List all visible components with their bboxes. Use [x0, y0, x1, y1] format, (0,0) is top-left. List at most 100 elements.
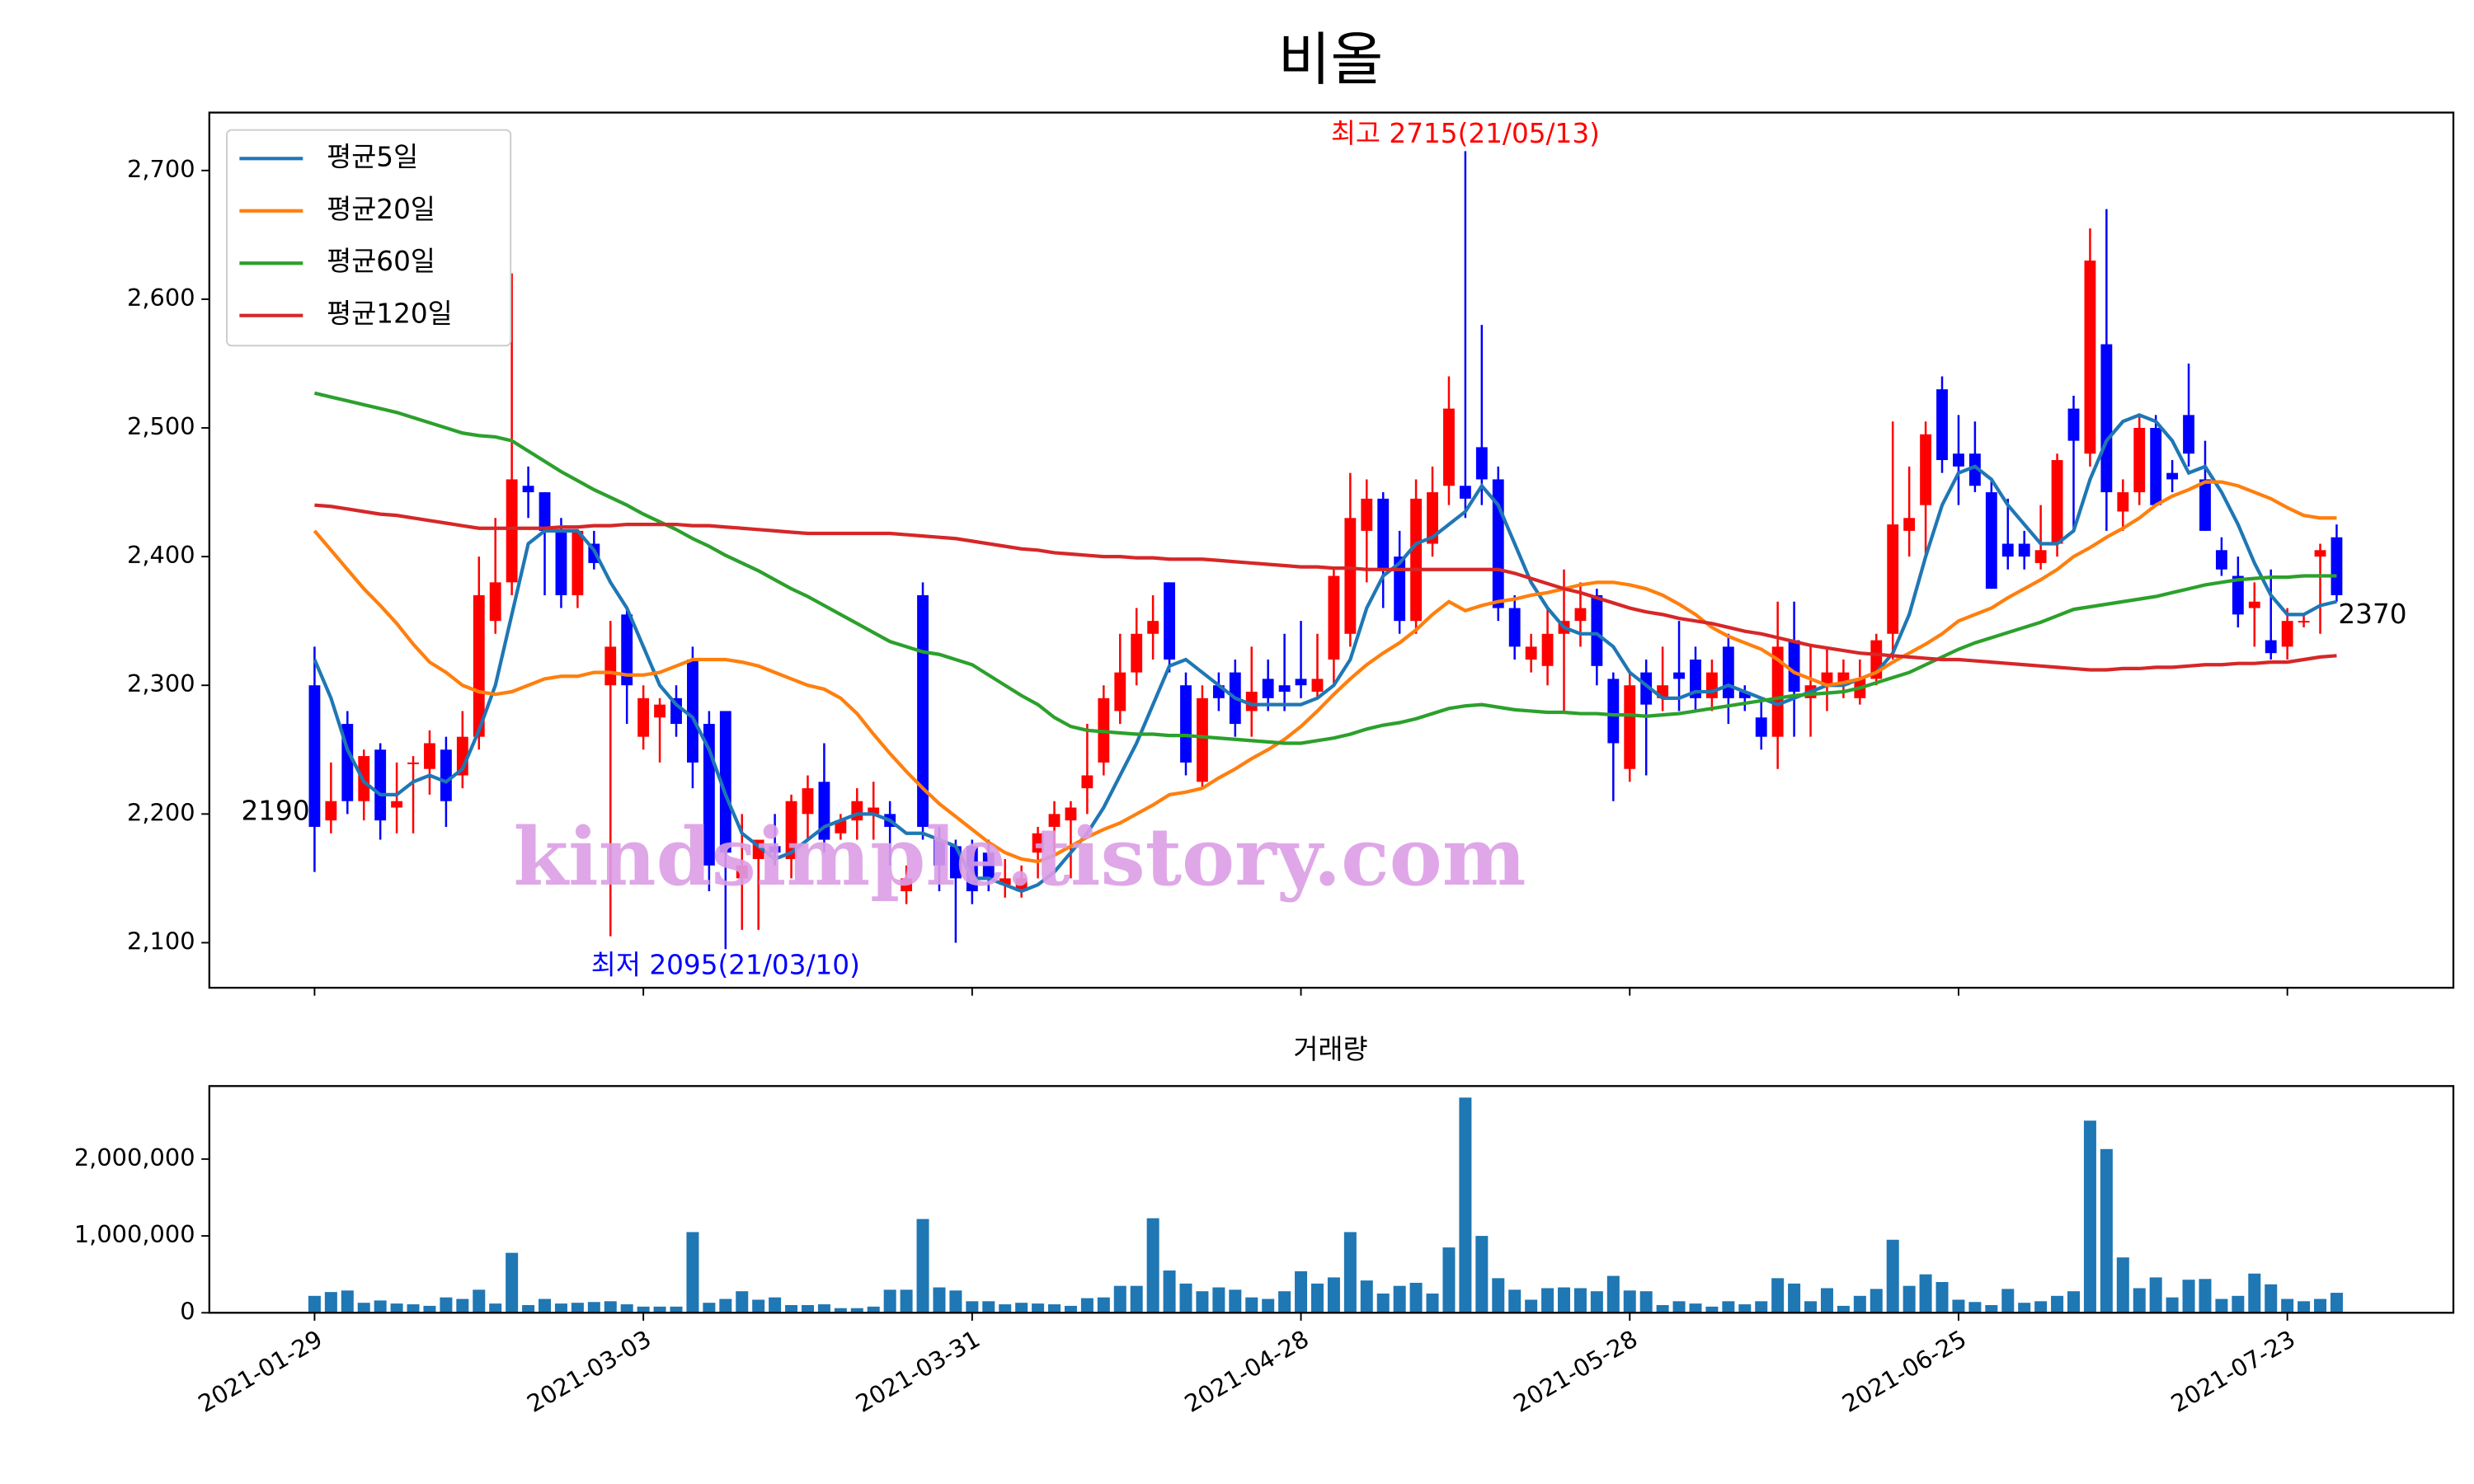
- volume-bar: [999, 1304, 1012, 1313]
- y-tick-label: 2,100: [127, 927, 195, 955]
- volume-bar: [637, 1306, 650, 1313]
- candle-body: [1640, 672, 1653, 705]
- y-tick-label: 1,000,000: [74, 1220, 195, 1248]
- volume-bar: [2215, 1298, 2228, 1313]
- volume-bar: [2281, 1298, 2294, 1313]
- volume-bar: [1968, 1302, 1982, 1313]
- candle-body: [1410, 498, 1423, 622]
- candle-body: [901, 878, 913, 891]
- candle-body: [934, 839, 945, 866]
- volume-bar: [736, 1291, 749, 1313]
- candle-body: [2265, 640, 2277, 654]
- candle-body: [407, 762, 419, 764]
- volume-bar: [817, 1304, 830, 1313]
- candle-body: [506, 479, 518, 583]
- candle-body: [1591, 594, 1603, 666]
- candle-body: [1180, 685, 1192, 763]
- candle-body: [1361, 498, 1373, 531]
- candle-body: [1197, 697, 1208, 782]
- volume-bar: [653, 1306, 666, 1313]
- volume-bar: [2199, 1279, 2212, 1313]
- candle-body: [1953, 453, 1964, 467]
- volume-bar: [554, 1303, 567, 1313]
- candle-body: [473, 594, 485, 737]
- volume-bar: [1541, 1288, 1554, 1313]
- candle-body: [2298, 621, 2310, 623]
- volume-bar: [1015, 1303, 1028, 1313]
- candle-body: [802, 788, 814, 815]
- volume-bar: [670, 1306, 683, 1313]
- volume-bar: [949, 1290, 962, 1313]
- candle-body: [1705, 672, 1718, 698]
- candle-body: [440, 749, 452, 801]
- volume-bar: [1722, 1301, 1735, 1313]
- volume-bar: [1919, 1274, 1932, 1313]
- candle-body: [325, 801, 337, 821]
- volume-bar: [440, 1297, 453, 1313]
- volume-bar: [604, 1301, 617, 1313]
- candle-body: [374, 749, 387, 821]
- volume-bar: [1146, 1218, 1159, 1313]
- watermark: kindsimple.tistory.com: [514, 810, 1526, 904]
- candle-body: [1541, 633, 1554, 666]
- volume-bar: [867, 1306, 880, 1313]
- volume-bar: [341, 1290, 354, 1313]
- volume-bar: [2116, 1257, 2129, 1313]
- volume-bar: [1097, 1297, 1110, 1313]
- volume-bar: [2001, 1289, 2015, 1313]
- volume-bar: [2133, 1288, 2146, 1313]
- volume-bar: [1623, 1290, 1636, 1313]
- candle-body: [1278, 685, 1291, 693]
- volume-bar: [1689, 1303, 1702, 1313]
- volume-bar: [1738, 1304, 1752, 1313]
- volume-bar: [1656, 1304, 1669, 1313]
- volume-bar: [1064, 1305, 1077, 1313]
- candle-body: [2215, 550, 2227, 570]
- candle-body: [1771, 646, 1784, 737]
- volume-bar: [1853, 1295, 1866, 1313]
- candle-body: [1475, 447, 1488, 480]
- y-tick-label: 2,300: [127, 669, 195, 697]
- candle-body: [868, 807, 880, 815]
- ma-line: [314, 503, 2337, 672]
- volume-bar: [1032, 1303, 1045, 1313]
- volume-bar: [539, 1298, 552, 1313]
- y-tick-label: 2,600: [127, 284, 195, 312]
- candle-body: [424, 743, 435, 769]
- legend-label: 평균5일: [327, 141, 418, 172]
- candle-body: [1508, 608, 1521, 647]
- candle-body: [1443, 408, 1455, 486]
- candle-body: [1936, 389, 1948, 461]
- legend-label: 평균60일: [327, 246, 435, 277]
- volume-bar: [1393, 1285, 1406, 1313]
- volume-bar: [1409, 1282, 1423, 1313]
- volume-bar: [390, 1303, 403, 1313]
- volume-bar: [1245, 1297, 1258, 1313]
- candle-body: [1738, 692, 1751, 698]
- candle-body: [1048, 814, 1061, 827]
- volume-bar: [2166, 1297, 2179, 1313]
- candle-body: [1295, 679, 1307, 686]
- candle-body: [1690, 660, 1701, 698]
- volume-bar: [2149, 1277, 2162, 1313]
- candle-body: [2248, 601, 2260, 608]
- candle-body: [308, 685, 321, 827]
- candle-body: [1903, 518, 1916, 531]
- volume-bar: [1771, 1278, 1785, 1313]
- candle-body: [785, 801, 797, 859]
- volume-bar: [571, 1303, 584, 1313]
- candle-body: [1574, 608, 1587, 622]
- volume-bar: [1163, 1270, 1176, 1313]
- candle-body: [687, 660, 698, 763]
- candle-body: [2331, 537, 2343, 595]
- volume-bar: [308, 1295, 321, 1313]
- y-tick-label: 2,400: [127, 541, 195, 569]
- candle-body: [1032, 833, 1044, 853]
- volume-bar: [374, 1300, 387, 1313]
- volume-bar: [1804, 1301, 1818, 1313]
- candle-body: [1887, 524, 1899, 634]
- volume-bar: [1985, 1304, 1998, 1313]
- volume-bar: [1295, 1270, 1308, 1313]
